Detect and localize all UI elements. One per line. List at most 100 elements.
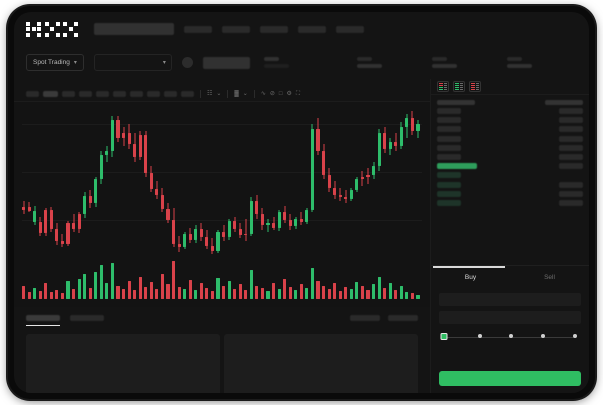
candle xyxy=(338,108,342,256)
candle xyxy=(133,108,137,256)
candle xyxy=(322,108,326,256)
fullscreen-icon[interactable]: ⛶ xyxy=(295,90,301,97)
orderbook-bid-row[interactable] xyxy=(437,190,583,197)
timeframe-button-3[interactable] xyxy=(79,90,92,97)
indicators-chevron-icon[interactable]: ⌄ xyxy=(216,90,222,97)
orderbook-ask-row[interactable] xyxy=(437,108,583,114)
bottom-panel-1[interactable] xyxy=(224,334,418,393)
price-chart[interactable] xyxy=(14,102,430,307)
candle xyxy=(166,108,170,256)
nav-item-1[interactable] xyxy=(222,25,250,33)
order-price-field[interactable] xyxy=(439,293,581,306)
timeframe-button-5[interactable] xyxy=(113,90,126,97)
candle xyxy=(244,108,248,256)
volume-bar xyxy=(94,272,98,299)
app-screen: Spot Trading ▾ ▾ xyxy=(14,12,589,393)
volume-bar xyxy=(410,293,414,299)
timeframe-button-1[interactable] xyxy=(43,90,58,97)
volume-bar xyxy=(227,281,231,299)
volume-bar xyxy=(366,290,370,299)
chevron-down-icon: ▾ xyxy=(73,59,77,66)
bottom-panel-0[interactable] xyxy=(26,334,220,393)
tab-sell[interactable]: Sell xyxy=(544,273,555,281)
timeframe-button-2[interactable] xyxy=(62,90,75,97)
orderbook-bid-row[interactable] xyxy=(437,199,583,206)
volume-bar xyxy=(77,278,81,299)
order-amount-field[interactable] xyxy=(439,311,581,324)
trading-mode-select[interactable]: Spot Trading ▾ xyxy=(26,54,84,71)
orderbook-bid-row[interactable] xyxy=(437,181,583,188)
volume-bar xyxy=(210,291,214,299)
pair-name[interactable] xyxy=(202,56,250,69)
okx-logo-icon[interactable] xyxy=(26,21,78,37)
candle xyxy=(110,108,114,256)
line-tool-icon[interactable]: ∿ xyxy=(260,90,266,97)
chart-type-chevron-icon[interactable]: ⌄ xyxy=(242,90,248,97)
candle xyxy=(83,108,87,256)
candle xyxy=(349,108,353,256)
slider-step-25[interactable] xyxy=(477,334,482,338)
orderbook-ask-row[interactable] xyxy=(437,153,583,160)
orderbook-ask-row[interactable] xyxy=(437,126,583,133)
timeframe-button-7[interactable] xyxy=(147,90,160,97)
camera-icon[interactable]: □ xyxy=(278,90,283,97)
orderbook-bid-row[interactable] xyxy=(437,172,583,179)
tab-buy[interactable]: Buy xyxy=(464,273,477,281)
candle xyxy=(99,108,103,256)
orderbook-ask-row[interactable] xyxy=(437,144,583,151)
candle xyxy=(288,108,292,256)
orderbook-size-label xyxy=(545,100,583,105)
pair-select-dropdown[interactable]: ▾ xyxy=(93,54,172,71)
slider-step-50[interactable] xyxy=(509,334,514,338)
nav-item-0[interactable] xyxy=(184,25,212,33)
order-form: Buy Sell xyxy=(431,265,589,393)
candle xyxy=(388,108,392,256)
timeframe-button-8[interactable] xyxy=(164,90,177,97)
candle xyxy=(277,108,281,256)
bottom-tab-0[interactable] xyxy=(26,315,60,326)
indicators-icon[interactable]: ☷ xyxy=(207,90,213,97)
slider-step-100[interactable] xyxy=(572,334,577,338)
candle xyxy=(127,108,131,256)
orderbook-both-icon[interactable] xyxy=(437,81,449,92)
timeframe-button-6[interactable] xyxy=(130,90,143,97)
bottom-tabs xyxy=(14,307,430,329)
amount-slider[interactable] xyxy=(440,332,579,342)
slider-step-75[interactable] xyxy=(541,334,546,338)
timeframe-button-9[interactable] xyxy=(181,90,194,97)
magnet-icon[interactable]: ⊘ xyxy=(269,90,275,97)
volume-bar xyxy=(199,283,203,299)
gridline xyxy=(22,124,422,125)
orderbook-bids-icon[interactable] xyxy=(453,81,465,92)
nav-item-2[interactable] xyxy=(260,25,288,33)
submit-buy-button[interactable] xyxy=(439,371,581,386)
orderbook-asks-icon[interactable] xyxy=(469,81,481,92)
orderbook-ask-row[interactable] xyxy=(437,135,583,142)
search-input[interactable] xyxy=(94,23,174,35)
candle xyxy=(122,108,126,256)
nav-item-3[interactable] xyxy=(298,25,326,33)
candle xyxy=(216,108,220,256)
orderbook-mode-switcher xyxy=(431,79,589,95)
volume-bar xyxy=(133,290,137,299)
timeframe-button-4[interactable] xyxy=(96,90,109,97)
settings-gear-icon[interactable]: ⚙ xyxy=(286,90,292,97)
bottom-action-0[interactable] xyxy=(350,315,380,321)
volume-bar xyxy=(177,286,181,299)
volume-bar xyxy=(344,286,348,299)
candle xyxy=(227,108,231,256)
bottom-tab-1[interactable] xyxy=(70,315,104,321)
nav-item-4[interactable] xyxy=(336,25,364,33)
price-change xyxy=(263,63,289,68)
volume-bar xyxy=(394,290,398,299)
bottom-action-1[interactable] xyxy=(388,315,418,321)
volume-bar xyxy=(99,265,103,299)
volume-bar xyxy=(188,280,192,299)
candle xyxy=(49,108,53,256)
volume-bar xyxy=(66,281,70,299)
slider-handle[interactable] xyxy=(440,333,448,340)
orderbook-ask-row[interactable] xyxy=(437,117,583,124)
timeframe-button-0[interactable] xyxy=(26,90,39,97)
volume-bar xyxy=(60,293,64,299)
chart-type-icon[interactable]: ▓ xyxy=(234,90,239,97)
